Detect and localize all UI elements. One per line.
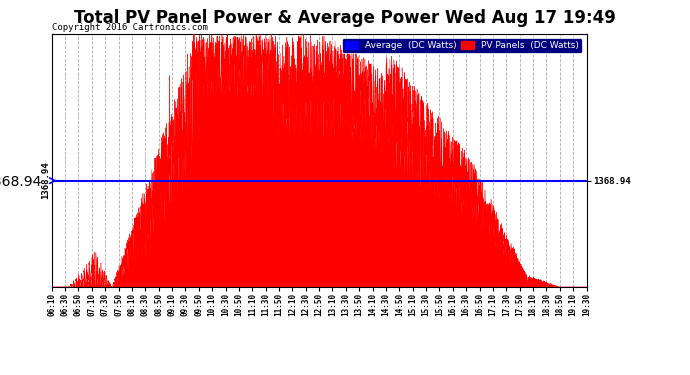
Text: Total PV Panel Power & Average Power Wed Aug 17 19:49: Total PV Panel Power & Average Power Wed… [74, 9, 616, 27]
Legend: Average  (DC Watts), PV Panels  (DC Watts): Average (DC Watts), PV Panels (DC Watts) [342, 38, 582, 53]
Text: Copyright 2016 Cartronics.com: Copyright 2016 Cartronics.com [52, 23, 208, 32]
